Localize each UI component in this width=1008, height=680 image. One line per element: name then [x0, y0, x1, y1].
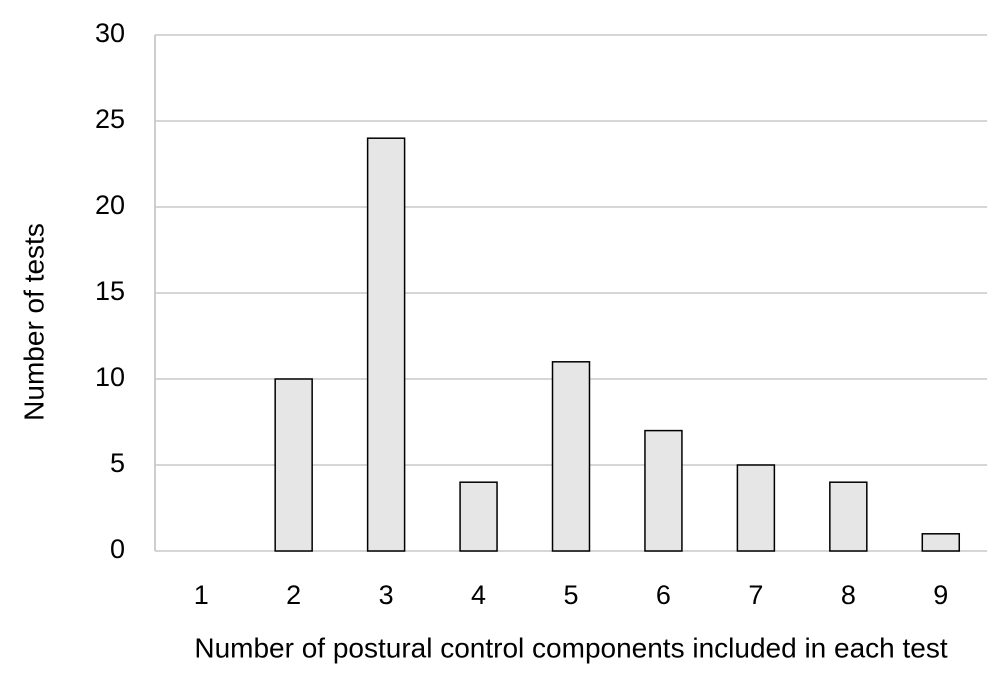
y-tick-label: 30 [95, 18, 125, 48]
y-tick-label: 10 [95, 362, 125, 392]
x-tick-label: 1 [194, 580, 209, 610]
x-tick-label: 9 [933, 580, 948, 610]
y-tick-label: 25 [95, 104, 125, 134]
x-tick-label: 5 [563, 580, 578, 610]
bar [366, 137, 406, 552]
x-tick-label: 6 [656, 580, 671, 610]
y-tick-label: 0 [110, 534, 125, 564]
x-tick-label: 4 [471, 580, 486, 610]
y-tick-label: 5 [110, 448, 125, 478]
x-tick-label: 3 [379, 580, 394, 610]
y-axis-title: Number of tests [18, 223, 49, 421]
bar [736, 464, 776, 552]
bar [551, 361, 591, 552]
bar [829, 481, 868, 552]
bar [459, 481, 498, 552]
x-tick-label: 2 [286, 580, 301, 610]
x-tick-label: 8 [841, 580, 856, 610]
bar [644, 429, 683, 552]
x-axis-title: Number of postural control components in… [194, 632, 948, 663]
bar [274, 378, 313, 552]
y-tick-label: 15 [95, 276, 125, 306]
x-tick-label: 7 [748, 580, 763, 610]
y-tick-label: 20 [95, 190, 125, 220]
bar [921, 533, 961, 552]
